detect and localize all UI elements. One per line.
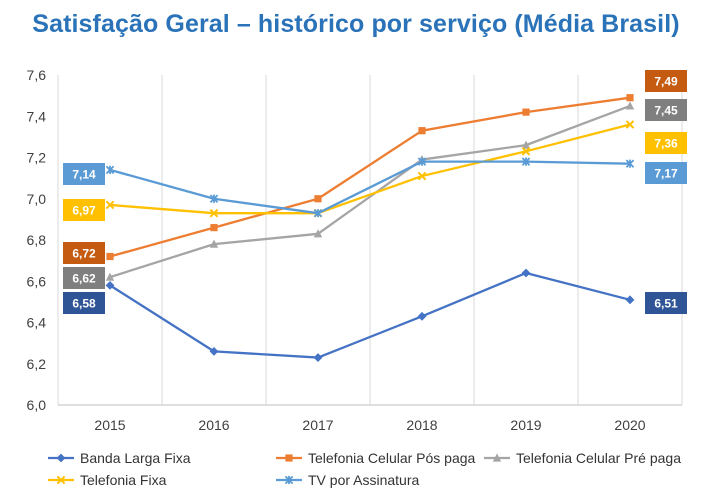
y-tick-label: 7,4	[27, 108, 47, 124]
data-point-marker	[313, 229, 323, 238]
data-label-text: 7,45	[654, 104, 678, 118]
data-label: 6,58	[63, 292, 105, 314]
data-label-box	[645, 99, 687, 121]
series-line	[109, 96, 631, 258]
data-point-marker	[521, 140, 531, 149]
series-line	[109, 271, 631, 359]
data-label-box	[645, 162, 687, 184]
legend-item: Telefonia Celular Pós paga	[276, 450, 476, 466]
data-point-marker	[105, 272, 115, 281]
data-point-marker	[521, 147, 531, 156]
series-line	[109, 104, 631, 279]
data-label-text: 6,97	[72, 204, 96, 218]
data-label-box	[645, 132, 687, 154]
data-label: 7,45	[645, 99, 687, 121]
y-tick-label: 7,0	[27, 191, 47, 207]
data-point-marker	[521, 268, 531, 278]
data-label-text: 6,72	[72, 247, 96, 261]
data-point-marker	[210, 224, 218, 232]
data-label-box	[63, 163, 105, 185]
data-point-marker	[625, 295, 635, 305]
data-label: 6,97	[63, 199, 105, 221]
data-point-marker	[626, 94, 634, 102]
data-point-marker	[209, 346, 219, 356]
data-point-marker	[313, 353, 323, 362]
data-point-marker	[209, 239, 219, 248]
y-tick-label: 6,2	[27, 356, 47, 372]
data-label-box	[63, 242, 105, 264]
data-point-marker	[521, 157, 531, 166]
data-point-marker	[105, 165, 115, 175]
series-banda-larga-fixa	[105, 268, 635, 362]
legend-label: Banda Larga Fixa	[80, 450, 191, 466]
data-point-marker	[522, 108, 530, 116]
data-point-marker	[417, 311, 427, 321]
legend-item: Banda Larga Fixa	[48, 450, 191, 466]
x-tick-label: 2019	[510, 417, 541, 433]
x-tick-label: 2018	[406, 417, 437, 433]
data-label: 7,36	[645, 132, 687, 154]
series-line	[109, 160, 631, 215]
legend-label: TV por Assinatura	[308, 472, 419, 488]
data-point-marker	[418, 127, 426, 135]
data-point-marker	[56, 475, 66, 485]
legend-item: Telefonia Fixa	[48, 472, 167, 488]
data-label: 7,17	[645, 162, 687, 184]
data-point-marker	[313, 208, 323, 218]
data-point-marker	[106, 252, 114, 261]
data-point-marker	[314, 195, 322, 203]
data-point-marker	[209, 208, 219, 218]
x-tick-label: 2015	[94, 417, 125, 433]
data-point-marker	[417, 157, 427, 166]
series-tv-por-assinatura	[105, 157, 635, 218]
data-label-text: 6,58	[72, 297, 96, 311]
data-label-text: 7,49	[654, 75, 678, 89]
data-label-text: 6,62	[72, 272, 96, 286]
legend-item: Telefonia Celular Pré paga	[484, 450, 681, 466]
data-label: 6,72	[63, 242, 105, 264]
data-point-marker	[625, 101, 635, 110]
y-tick-label: 6,6	[27, 273, 47, 289]
data-label-text: 6,51	[654, 297, 678, 311]
y-tick-label: 6,8	[27, 232, 47, 248]
data-label: 6,51	[645, 292, 687, 314]
data-point-marker	[492, 453, 502, 462]
data-label-box	[645, 70, 687, 92]
data-point-marker	[417, 171, 427, 181]
data-label-text: 7,36	[654, 137, 678, 151]
series-telefonia-celular-p-s-paga	[106, 94, 634, 261]
data-label: 7,14	[63, 163, 105, 185]
data-label-text: 7,17	[654, 167, 678, 181]
data-point-marker	[625, 159, 635, 168]
x-tick-label: 2016	[198, 417, 229, 433]
y-tick-label: 6,4	[27, 315, 47, 331]
x-tick-label: 2020	[614, 417, 645, 433]
data-label-text: 7,14	[72, 168, 96, 182]
data-point-marker	[285, 454, 293, 462]
data-point-marker	[209, 194, 219, 203]
data-point-marker	[105, 280, 115, 290]
data-point-marker	[284, 475, 294, 485]
data-point-marker	[56, 453, 66, 463]
legend-item: TV por Assinatura	[276, 472, 419, 488]
legend-label: Telefonia Fixa	[80, 472, 167, 488]
y-tick-label: 7,2	[27, 150, 47, 166]
data-label: 6,62	[63, 267, 105, 289]
x-tick-label: 2017	[302, 417, 333, 433]
y-tick-label: 6,0	[27, 397, 47, 413]
y-tick-label: 7,6	[27, 67, 47, 83]
chart-title: Satisfação Geral – histórico por serviço…	[32, 10, 680, 38]
data-label-box	[63, 199, 105, 221]
legend-label: Telefonia Celular Pré paga	[516, 450, 681, 466]
data-point-marker	[625, 120, 635, 129]
data-label-box	[63, 292, 105, 314]
series-line	[109, 123, 631, 215]
data-point-marker	[105, 200, 115, 210]
legend-label: Telefonia Celular Pós paga	[308, 450, 476, 466]
data-label-box	[63, 267, 105, 289]
data-label: 7,49	[645, 70, 687, 92]
data-label-box	[645, 292, 687, 314]
